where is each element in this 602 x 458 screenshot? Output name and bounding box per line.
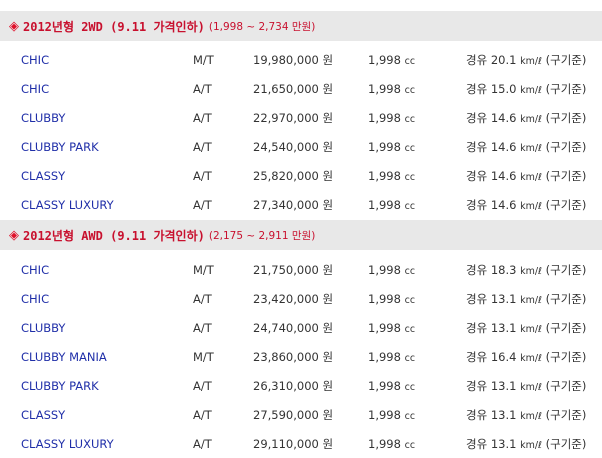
transmission: M/T bbox=[193, 262, 214, 277]
price: 23,860,000 원 bbox=[253, 349, 334, 364]
transmission: A/T bbox=[193, 197, 212, 212]
model-link[interactable]: CLUBBY bbox=[21, 320, 66, 335]
displacement: 1,998 cc bbox=[368, 81, 416, 96]
price: 22,970,000 원 bbox=[253, 110, 334, 125]
diamond-icon: ◈ bbox=[9, 18, 19, 34]
displacement: 1,998 cc bbox=[368, 197, 416, 212]
table-row: CLASSY A/T 27,590,000 원 1,998 cc 경유 13.1… bbox=[0, 400, 602, 429]
fuel-economy: 경유 13.1 km/ℓ (구기준) bbox=[466, 436, 587, 451]
section-title: 2012년형 AWD (9.11 가격인하) bbox=[23, 228, 205, 243]
table-row: CLUBBY A/T 24,740,000 원 1,998 cc 경유 13.1… bbox=[0, 313, 602, 342]
transmission: A/T bbox=[193, 81, 212, 96]
displacement: 1,998 cc bbox=[368, 436, 416, 451]
transmission: A/T bbox=[193, 378, 212, 393]
table-row: CLASSY LUXURY A/T 27,340,000 원 1,998 cc … bbox=[0, 190, 602, 219]
model-link[interactable]: CHIC bbox=[21, 52, 50, 67]
section-rows-awd: CHIC M/T 21,750,000 원 1,998 cc 경유 18.3 k… bbox=[0, 250, 602, 458]
price: 24,540,000 원 bbox=[253, 139, 334, 154]
fuel-economy: 경유 13.1 km/ℓ (구기준) bbox=[466, 291, 587, 306]
displacement: 1,998 cc bbox=[368, 349, 416, 364]
transmission: A/T bbox=[193, 168, 212, 183]
price: 27,590,000 원 bbox=[253, 407, 334, 422]
price: 25,820,000 원 bbox=[253, 168, 334, 183]
price: 26,310,000 원 bbox=[253, 378, 334, 393]
price: 29,110,000 원 bbox=[253, 436, 334, 451]
model-link[interactable]: CLUBBY MANIA bbox=[21, 349, 107, 364]
fuel-economy: 경유 14.6 km/ℓ (구기준) bbox=[466, 168, 587, 183]
table-row: CLUBBY MANIA M/T 23,860,000 원 1,998 cc 경… bbox=[0, 342, 602, 371]
model-link[interactable]: CHIC bbox=[21, 291, 50, 306]
transmission: A/T bbox=[193, 139, 212, 154]
price: 27,340,000 원 bbox=[253, 197, 334, 212]
table-row: CHIC M/T 19,980,000 원 1,998 cc 경유 20.1 k… bbox=[0, 45, 602, 74]
displacement: 1,998 cc bbox=[368, 110, 416, 125]
section-rows-2wd: CHIC M/T 19,980,000 원 1,998 cc 경유 20.1 k… bbox=[0, 41, 602, 220]
fuel-economy: 경유 13.1 km/ℓ (구기준) bbox=[466, 407, 587, 422]
fuel-economy: 경유 14.6 km/ℓ (구기준) bbox=[466, 110, 587, 125]
section-header-awd: ◈ 2012년형 AWD (9.11 가격인하) (2,175 ~ 2,911 … bbox=[0, 220, 602, 250]
diamond-icon: ◈ bbox=[9, 227, 19, 243]
table-row: CHIC A/T 21,650,000 원 1,998 cc 경유 15.0 k… bbox=[0, 74, 602, 103]
displacement: 1,998 cc bbox=[368, 168, 416, 183]
section-price-range: (1,998 ~ 2,734 만원) bbox=[208, 20, 316, 33]
section-price-range: (2,175 ~ 2,911 만원) bbox=[208, 229, 316, 242]
section-title: 2012년형 2WD (9.11 가격인하) bbox=[23, 19, 205, 34]
section-header-2wd: ◈ 2012년형 2WD (9.11 가격인하) (1,998 ~ 2,734 … bbox=[0, 11, 602, 41]
table-row: CLUBBY PARK A/T 26,310,000 원 1,998 cc 경유… bbox=[0, 371, 602, 400]
price: 24,740,000 원 bbox=[253, 320, 334, 335]
fuel-economy: 경유 18.3 km/ℓ (구기준) bbox=[466, 262, 587, 277]
price: 19,980,000 원 bbox=[253, 52, 334, 67]
displacement: 1,998 cc bbox=[368, 378, 416, 393]
transmission: M/T bbox=[193, 52, 214, 67]
transmission: A/T bbox=[193, 436, 212, 451]
model-link[interactable]: CLASSY bbox=[21, 407, 66, 422]
model-link[interactable]: CLASSY LUXURY bbox=[21, 436, 114, 451]
displacement: 1,998 cc bbox=[368, 139, 416, 154]
price: 21,750,000 원 bbox=[253, 262, 334, 277]
transmission: A/T bbox=[193, 291, 212, 306]
displacement: 1,998 cc bbox=[368, 320, 416, 335]
table-row: CHIC M/T 21,750,000 원 1,998 cc 경유 18.3 k… bbox=[0, 255, 602, 284]
transmission: M/T bbox=[193, 349, 214, 364]
table-row: CLUBBY PARK A/T 24,540,000 원 1,998 cc 경유… bbox=[0, 132, 602, 161]
displacement: 1,998 cc bbox=[368, 291, 416, 306]
model-link[interactable]: CHIC bbox=[21, 81, 50, 96]
fuel-economy: 경유 13.1 km/ℓ (구기준) bbox=[466, 378, 587, 393]
price: 23,420,000 원 bbox=[253, 291, 334, 306]
table-row: CLUBBY A/T 22,970,000 원 1,998 cc 경유 14.6… bbox=[0, 103, 602, 132]
fuel-economy: 경유 13.1 km/ℓ (구기준) bbox=[466, 320, 587, 335]
model-link[interactable]: CLUBBY PARK bbox=[21, 139, 99, 154]
fuel-economy: 경유 14.6 km/ℓ (구기준) bbox=[466, 139, 587, 154]
model-link[interactable]: CLASSY bbox=[21, 168, 66, 183]
displacement: 1,998 cc bbox=[368, 52, 416, 67]
displacement: 1,998 cc bbox=[368, 262, 416, 277]
displacement: 1,998 cc bbox=[368, 407, 416, 422]
fuel-economy: 경유 15.0 km/ℓ (구기준) bbox=[466, 81, 587, 96]
model-link[interactable]: CLUBBY PARK bbox=[21, 378, 99, 393]
model-link[interactable]: CLASSY LUXURY bbox=[21, 197, 114, 212]
price: 21,650,000 원 bbox=[253, 81, 334, 96]
transmission: A/T bbox=[193, 320, 212, 335]
fuel-economy: 경유 16.4 km/ℓ (구기준) bbox=[466, 349, 587, 364]
model-link[interactable]: CHIC bbox=[21, 262, 50, 277]
transmission: A/T bbox=[193, 407, 212, 422]
table-row: CHIC A/T 23,420,000 원 1,998 cc 경유 13.1 k… bbox=[0, 284, 602, 313]
transmission: A/T bbox=[193, 110, 212, 125]
table-row: CLASSY LUXURY A/T 29,110,000 원 1,998 cc … bbox=[0, 429, 602, 458]
fuel-economy: 경유 14.6 km/ℓ (구기준) bbox=[466, 197, 587, 212]
fuel-economy: 경유 20.1 km/ℓ (구기준) bbox=[466, 52, 587, 67]
model-link[interactable]: CLUBBY bbox=[21, 110, 66, 125]
table-row: CLASSY A/T 25,820,000 원 1,998 cc 경유 14.6… bbox=[0, 161, 602, 190]
